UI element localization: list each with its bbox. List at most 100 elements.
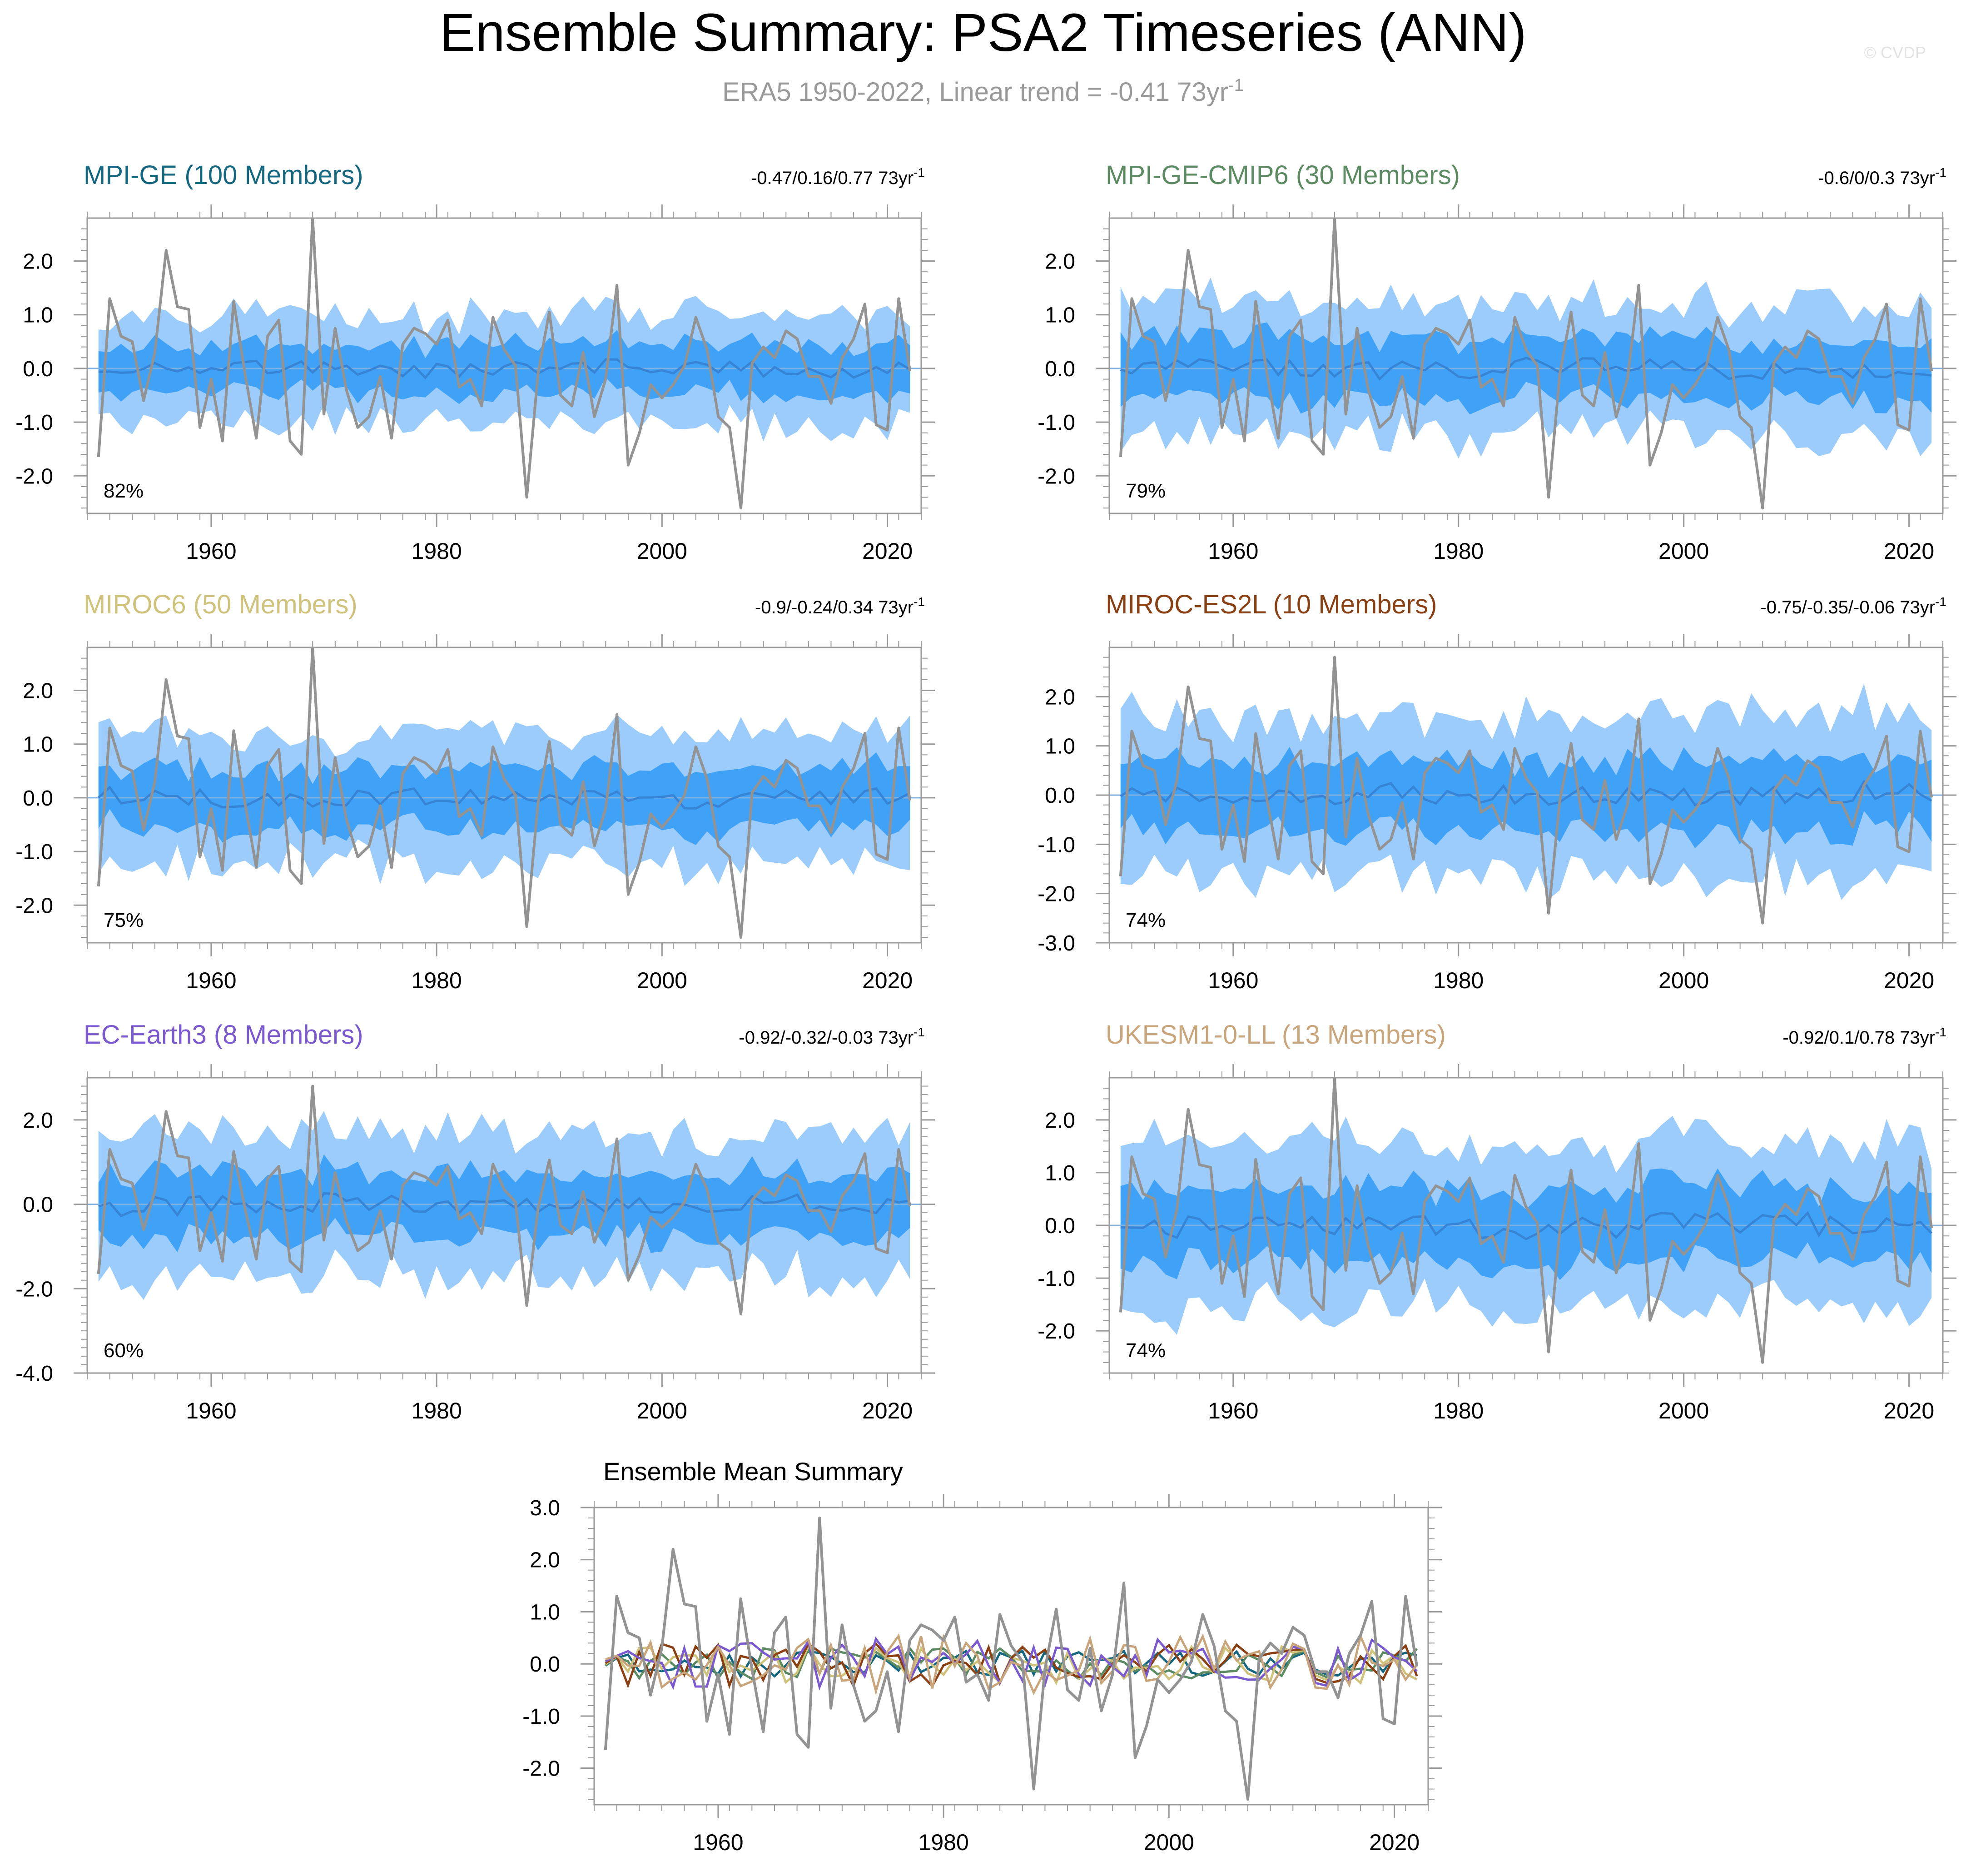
panel-1: MPI-GE-CMIP6 (30 Members) -0.6/0/0.3 73yr… [1038, 160, 1956, 564]
x-tick-label: 1980 [1433, 1398, 1484, 1423]
x-tick-label: 1980 [918, 1830, 969, 1855]
y-tick-label: -1.0 [522, 1705, 560, 1729]
x-tick-label: 1960 [186, 968, 236, 993]
x-tick-label: 1960 [1208, 968, 1258, 993]
y-tick-label: -1.0 [1038, 1267, 1075, 1291]
ensemble-mean-line [98, 358, 911, 380]
y-tick-label: -2.0 [15, 1277, 53, 1301]
y-tick-label: -2.0 [1038, 1319, 1075, 1344]
percent-within-spread-label: 79% [1126, 480, 1166, 502]
plot-frame [86, 1077, 922, 1374]
plot-area [87, 218, 921, 510]
y-tick-label: 2.0 [530, 1548, 560, 1572]
trend-range-label: -0.6/0/0.3 73yr-1 [1818, 165, 1946, 188]
plot-frame [593, 1507, 1429, 1806]
trend-range-label: -0.92/-0.32/-0.03 73yr-1 [739, 1025, 925, 1048]
y-tick-label: 1.0 [1045, 304, 1075, 328]
plot-area [1109, 656, 1943, 925]
x-tick-label: 1960 [186, 1398, 236, 1423]
watermark: © CVDP [1864, 43, 1926, 62]
x-tick-label: 1980 [412, 538, 462, 564]
trend-range-text: -0.75/-0.35/-0.06 73yr [1760, 597, 1935, 617]
y-tick-label: 1.0 [23, 733, 53, 757]
y-tick-label: -1.0 [15, 411, 53, 435]
observed-series-line [1119, 1078, 1933, 1364]
panel-6: Ensemble Mean Summary 1960 1980 2000 2020 3.0… [522, 1457, 1442, 1855]
ensemble-mean-line [98, 1192, 910, 1218]
plot-area [87, 647, 921, 939]
observed-series-line [1119, 656, 1933, 925]
x-tick-label: 2020 [862, 968, 913, 993]
ensemble-mean-line [1120, 779, 1932, 806]
ensemble-mean-line [98, 786, 911, 810]
trend-range-superscript: -1 [1935, 1025, 1946, 1039]
x-tick-label: 1980 [412, 968, 462, 993]
x-tick-label: 2000 [637, 538, 687, 564]
panel-4: EC-Earth3 (8 Members) -0.92/-0.32/-0.03 7… [15, 1020, 935, 1423]
x-tick-label: 1960 [1208, 1398, 1258, 1423]
y-tick-label: 2.0 [1045, 250, 1075, 274]
x-tick-label: 2020 [1884, 1398, 1934, 1423]
trend-range-superscript: -1 [1935, 595, 1946, 609]
observed-series-line [97, 218, 912, 510]
y-tick-label: -1.0 [1038, 411, 1075, 435]
plot-area [1109, 1078, 1943, 1364]
observed-series-line [604, 1516, 1419, 1801]
trend-range-text: -0.9/-0.24/0.34 73yr [755, 597, 913, 617]
trend-range-text: -0.6/0/0.3 73yr [1818, 168, 1935, 188]
x-tick-label: 1960 [693, 1830, 743, 1855]
trend-range-superscript: -1 [913, 165, 925, 179]
x-tick-label: 2000 [1658, 1398, 1709, 1423]
y-tick-label: -1.0 [1038, 833, 1075, 857]
plot-area [1109, 218, 1943, 510]
ensemble-mean-series-4 [605, 1636, 1418, 1691]
trend-range-label: -0.92/0.1/0.78 73yr-1 [1782, 1025, 1946, 1048]
y-tick-label: 0.0 [23, 1193, 53, 1217]
ensemble-mean-series-5 [605, 1632, 1418, 1696]
panel-title: UKESM1-0-LL (13 Members) [1106, 1020, 1446, 1050]
trend-range-superscript: -1 [1935, 165, 1946, 179]
y-tick-label: 2.0 [23, 679, 53, 703]
panel-title: MIROC-ES2L (10 Members) [1106, 590, 1437, 619]
plot-area [604, 1516, 1419, 1801]
x-tick-label: 2020 [1884, 968, 1934, 993]
panel-0: MPI-GE (100 Members) -0.47/0.16/0.77 73yr… [15, 160, 935, 564]
y-tick-label: 1.0 [23, 304, 53, 328]
x-tick-label: 2000 [1658, 538, 1709, 564]
y-tick-label: 0.0 [23, 357, 53, 381]
trend-range-text: -0.92/-0.32/-0.03 73yr [739, 1028, 913, 1048]
x-tick-label: 1980 [412, 1398, 462, 1423]
y-tick-label: 2.0 [1045, 1109, 1075, 1133]
x-tick-label: 1980 [1433, 538, 1484, 564]
trend-range-superscript: -1 [913, 1025, 925, 1039]
x-tick-label: 2000 [637, 968, 687, 993]
panel-2: MIROC6 (50 Members) -0.9/-0.24/0.34 73yr -… [15, 590, 935, 993]
panel-title: MIROC6 (50 Members) [84, 590, 357, 619]
subtitle-text: ERA5 1950-2022, Linear trend = -0.41 73y… [722, 77, 1228, 107]
trend-range-text: -0.47/0.16/0.77 73yr [751, 168, 913, 188]
plot-frame [1108, 217, 1944, 514]
plot-frame [86, 647, 922, 944]
trend-range-label: -0.47/0.16/0.77 73yr-1 [751, 165, 925, 188]
percent-within-spread-label: 74% [1126, 1339, 1166, 1362]
inner-spread-band [1120, 1168, 1932, 1280]
ensemble-mean-line [1120, 1211, 1932, 1241]
panel-title: Ensemble Mean Summary [603, 1457, 903, 1486]
y-tick-label: 2.0 [23, 250, 53, 274]
percent-within-spread-label: 74% [1126, 909, 1166, 931]
y-tick-label: 0.0 [1045, 784, 1075, 808]
y-tick-label: -2.0 [522, 1757, 560, 1781]
y-tick-label: 1.0 [530, 1600, 560, 1624]
x-tick-label: 2000 [637, 1398, 687, 1423]
percent-within-spread-label: 75% [104, 909, 144, 931]
x-tick-label: 2020 [1369, 1830, 1420, 1855]
y-tick-label: 2.0 [23, 1109, 53, 1133]
x-tick-label: 2000 [1144, 1830, 1194, 1855]
panel-title: EC-Earth3 (8 Members) [84, 1020, 363, 1050]
x-tick-label: 2020 [862, 1398, 913, 1423]
x-tick-label: 1960 [186, 538, 236, 564]
y-tick-label: -2.0 [15, 894, 53, 918]
percent-within-spread-label: 60% [104, 1339, 144, 1362]
trend-range-label: -0.75/-0.35/-0.06 73yr-1 [1760, 595, 1946, 617]
panel-title: MPI-GE (100 Members) [84, 160, 363, 190]
